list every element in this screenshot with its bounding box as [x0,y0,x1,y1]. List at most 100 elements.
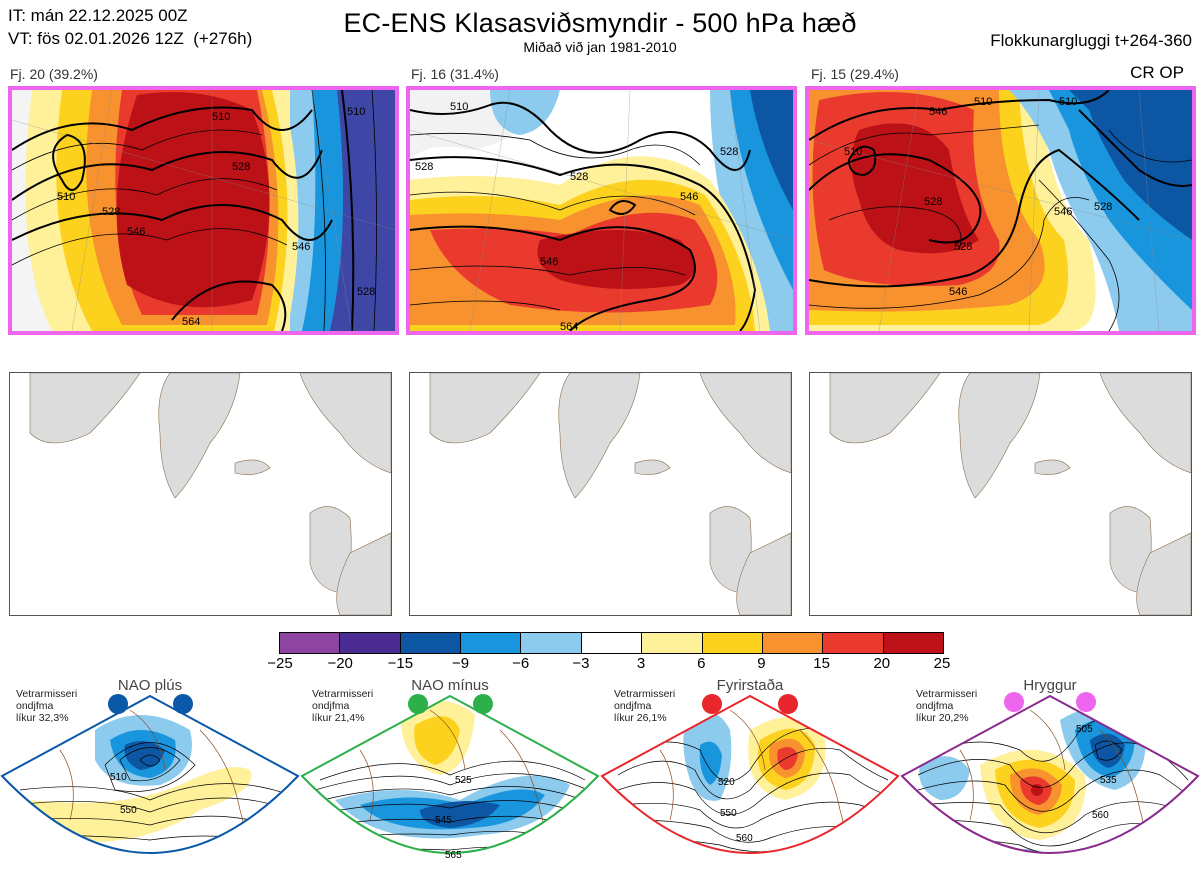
colorbar-tick-label: 3 [636,655,646,672]
regime-title-ridge: Hryggur [1023,677,1077,694]
contour-label: 564 [560,321,578,331]
regime-map-nao-plus[interactable]: 510 550 [0,690,300,871]
contour-label: 528 [570,171,588,183]
cluster-map-2-chart: 510 528 528 528 546 546 564 [410,90,793,331]
colorbar-segment [521,633,582,653]
colorbar-tick-label: −9 [451,655,470,672]
regime-meta-2: Vetrarmisseri ondjfma líkur 21,4% [312,688,373,724]
contour-label: 528 [924,196,942,208]
regime-contour-label: 535 [1100,775,1117,786]
colorbar-segment [280,633,341,653]
regime-map-blocking[interactable]: 520 550 560 [600,690,900,871]
colorbar-tick-label: −6 [512,655,530,672]
colorbar-segment [340,633,401,653]
colorbar-tick-label: 20 [873,655,891,672]
contour-label: 510 [450,101,468,113]
colorbar-segment [642,633,703,653]
regime-meta-line: Vetrarmisseri [916,688,978,700]
colorbar-tick-label: 9 [757,655,766,672]
issue-time: IT: mán 22.12.2025 00Z [8,6,188,25]
contour-label: 528 [102,206,120,218]
anomaly-colorbar [279,632,944,654]
colorbar-segment [461,633,522,653]
page-title: EC-ENS Klasasviðsmyndir - 500 hPa hæð [343,8,857,38]
colorbar-tick-label: 15 [813,655,830,672]
regime-map-ridge[interactable]: 505 535 560 [900,690,1200,871]
regime-marker [173,694,193,714]
colorbar-segment [581,633,643,653]
contour-label: 546 [1054,206,1072,218]
regime-frame [900,694,1200,854]
coastline-map-2 [429,373,791,615]
contour-label: 510 [974,96,992,108]
cluster-map-1[interactable]: 510 510 528 528 546 546 564 528 510 [8,86,399,335]
regime-marker [473,694,493,714]
cluster-label-3: Fj. 15 (29.4%) [811,66,899,82]
regime-title-nao-plus: NAO plús [117,677,183,694]
regime-contour-label: 560 [1092,810,1109,821]
regime-meta-line: Vetrarmisseri [312,688,374,700]
regime-title-nao-minus: NAO mínus [411,677,489,694]
regime-meta-line: líkur 21,4% [312,712,365,724]
contour-label: 510 [57,191,75,203]
cluster-map-3-chart: 546 510 510 528 528 546 528 546 510 [809,90,1192,331]
regime-meta-line: ondjfma [916,700,954,712]
forecast-times: IT: mán 22.12.2025 00Z VT: fös 02.01.202… [8,4,252,50]
regime-meta-line: ondjfma [16,700,54,712]
colorbar-segment [400,633,462,653]
cluster-map-1-chart: 510 510 528 528 546 546 564 528 510 [12,90,395,331]
contour-label: 528 [357,286,375,298]
contour-label: 564 [182,316,200,328]
regime-contour-label: 550 [120,805,137,816]
regime-marker [778,694,798,714]
colorbar-segment [702,633,763,653]
regime-meta-line: Vetrarmisseri [16,688,78,700]
regime-meta-line: líkur 26,1% [614,712,667,724]
contour-label: 510 [347,106,365,118]
colorbar-segment [762,633,824,653]
contour-label: 528 [954,241,972,253]
regime-meta-line: Vetrarmisseri [614,688,676,700]
colorbar-tick-label: −20 [327,655,353,672]
contour-label: 546 [680,191,698,203]
regime-frame [0,694,300,854]
regime-meta-line: líkur 20,2% [916,712,969,724]
regime-marker [702,694,722,714]
contour-label: 528 [720,146,738,158]
contour-label: 528 [232,161,250,173]
regime-meta-line: líkur 32,3% [16,712,69,724]
coastline-map-3 [829,373,1191,615]
regime-frame [300,694,600,854]
regime-meta-line: ondjfma [312,700,350,712]
regime-map-nao-minus[interactable]: 525 545 565 [300,690,600,871]
empty-map-2[interactable] [409,372,792,616]
regime-meta-line: ondjfma [614,700,652,712]
empty-map-3[interactable] [809,372,1192,616]
regime-contour-label: 510 [110,772,127,783]
regime-marker [1004,692,1024,712]
cluster-map-2[interactable]: 510 528 528 528 546 546 564 [406,86,797,335]
colorbar-segment [823,633,884,653]
contour-label: 546 [540,256,558,268]
regime-contour-label: 565 [445,850,462,861]
regime-marker [108,694,128,714]
cluster-label-2: Fj. 16 (31.4%) [411,66,499,82]
regime-title-blocking: Fyrirstaða [716,677,784,694]
regime-meta-3: Vetrarmisseri ondjfma líkur 26,1% [614,688,675,724]
regime-contour-label: 560 [736,833,753,844]
cluster-map-3[interactable]: 546 510 510 528 528 546 528 546 510 [805,86,1196,335]
contour-label: 528 [415,161,433,173]
colorbar-segment [883,633,943,653]
page-subtitle: Miðað við jan 1981-2010 [523,39,677,55]
regime-contour-label: 520 [718,777,735,788]
colorbar-tick-label: 25 [933,655,951,672]
contour-label: 546 [127,226,145,238]
colorbar-tick-label: 6 [697,655,706,672]
valid-time: VT: fös 02.01.2026 12Z (+276h) [8,29,253,48]
empty-map-1[interactable] [9,372,392,616]
regime-marker [408,694,428,714]
regime-contour-label: 525 [455,775,472,786]
regime-frame [600,694,900,854]
regime-contour-label: 550 [720,808,737,819]
contour-label: 528 [1094,201,1112,213]
